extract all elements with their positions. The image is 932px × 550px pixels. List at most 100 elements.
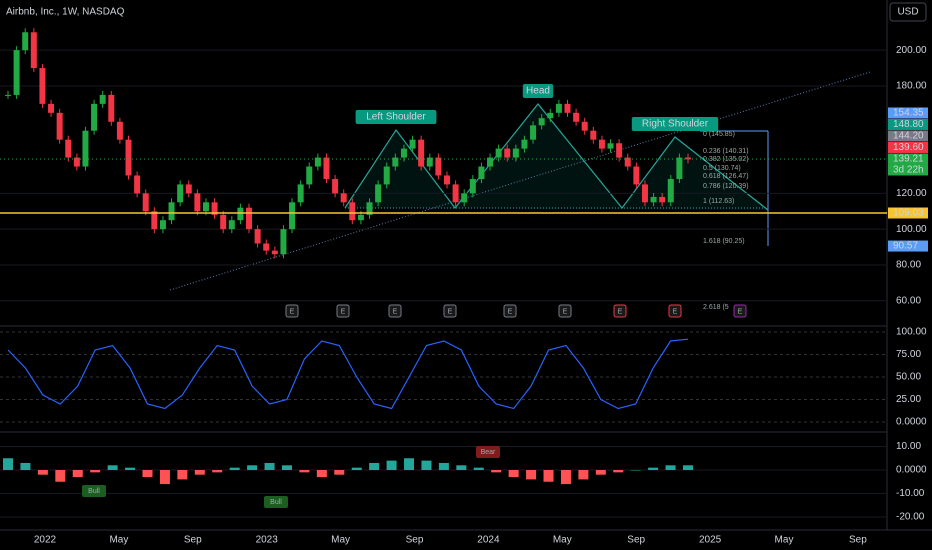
macd-bar <box>491 470 502 473</box>
candle <box>246 207 253 230</box>
candle <box>443 175 450 185</box>
candle <box>452 184 459 203</box>
macd-bar <box>264 462 275 470</box>
stoch-tick-label: 100.00 <box>896 327 927 338</box>
candle <box>82 130 89 167</box>
candle <box>641 184 648 203</box>
candle <box>461 193 468 203</box>
macd-bar <box>648 467 659 470</box>
price-tag-label: 109.03 <box>893 208 924 219</box>
fib-label: 0.786 (120.39) <box>703 183 749 190</box>
macd-bar <box>72 470 83 478</box>
earnings-marker <box>443 304 457 318</box>
earnings-label: E <box>448 308 453 315</box>
candle <box>194 193 201 212</box>
candle <box>280 229 287 255</box>
currency-button[interactable] <box>889 2 927 22</box>
time-label: May <box>109 535 128 546</box>
candle <box>91 103 98 131</box>
macd-bar <box>142 470 153 478</box>
price-tick-label: 200.00 <box>896 45 927 56</box>
stoch-tick-label: 75.00 <box>896 349 921 360</box>
candle <box>487 157 494 167</box>
macd-bar <box>369 462 380 470</box>
candle <box>581 121 588 131</box>
candle <box>237 207 244 221</box>
candle <box>289 202 296 230</box>
signal-label: Bear <box>481 449 496 456</box>
candle <box>323 157 330 180</box>
price-tag-label: 148.80 <box>893 119 924 130</box>
pattern-label: Left Shoulder <box>366 112 426 123</box>
time-label: Sep <box>849 535 867 546</box>
candle <box>151 211 158 230</box>
countdown-label: 3d 22h <box>893 165 924 176</box>
macd-bar <box>560 470 571 485</box>
macd-bar <box>299 470 310 473</box>
candle <box>177 184 184 203</box>
macd-bar <box>281 465 292 470</box>
fib-label: 0 (145.85) <box>703 131 735 138</box>
macd-tick-label: -10.00 <box>896 488 925 499</box>
pattern-label-box <box>631 117 719 131</box>
macd-bar <box>90 470 101 473</box>
macd-tick-label: 10.00 <box>896 441 921 452</box>
earnings-marker <box>388 304 402 318</box>
macd-bar <box>578 470 589 480</box>
macd-bar <box>247 465 258 470</box>
candle <box>116 121 123 140</box>
earnings-label: E <box>738 308 743 315</box>
price-tick-label: 120.00 <box>896 188 927 199</box>
candle <box>22 32 29 51</box>
candle <box>598 139 605 149</box>
candle <box>314 157 321 167</box>
price-tag <box>888 153 928 165</box>
candle <box>392 157 399 167</box>
price-tag <box>888 240 928 252</box>
earnings-marker <box>558 304 572 318</box>
macd-bar <box>456 465 467 470</box>
candle <box>271 250 278 255</box>
time-label: 2022 <box>34 535 57 546</box>
macd-bar <box>212 470 223 473</box>
candle <box>202 202 209 212</box>
price-tag-label: 139.60 <box>893 142 924 153</box>
candle <box>538 118 545 126</box>
candle <box>13 50 20 95</box>
macd-bar <box>20 462 31 470</box>
macd-bar <box>404 458 415 470</box>
price-tag-label: 139.21 <box>893 154 924 165</box>
macd-bar <box>421 460 432 470</box>
candle <box>357 214 364 221</box>
price-tag-label: 90.57 <box>893 241 918 252</box>
macd-bar <box>630 470 641 471</box>
candle <box>5 94 11 96</box>
candle <box>426 157 433 167</box>
fib-label: 1.618 (90.25) <box>703 238 745 245</box>
pattern-label-box <box>522 84 554 98</box>
macd-bar <box>595 470 606 475</box>
earnings-marker <box>503 304 517 318</box>
pattern-fill <box>345 104 768 210</box>
candle <box>30 32 37 69</box>
price-tag-label: 154.35 <box>893 108 924 119</box>
time-label: May <box>331 535 350 546</box>
pattern-label-box <box>355 110 437 124</box>
candle <box>108 94 115 122</box>
candle <box>332 179 339 194</box>
candle <box>297 184 304 203</box>
currency-label[interactable]: USD <box>897 7 918 18</box>
candle <box>555 103 562 113</box>
candle <box>607 143 614 149</box>
time-label: 2024 <box>477 535 500 546</box>
pattern-label: Right Shoulder <box>642 119 709 130</box>
price-tag <box>888 107 928 119</box>
candle <box>99 94 106 104</box>
candle <box>573 112 580 122</box>
candle <box>650 196 657 203</box>
earnings-marker <box>733 304 747 318</box>
stoch-tick-label: 25.00 <box>896 394 921 405</box>
candle <box>65 139 72 158</box>
macd-bar <box>229 467 240 470</box>
